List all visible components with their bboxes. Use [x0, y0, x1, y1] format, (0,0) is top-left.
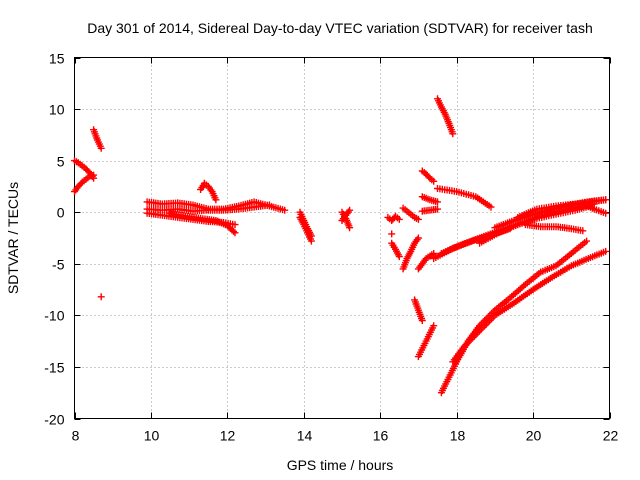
- chart-title: Day 301 of 2014, Sidereal Day-to-day VTE…: [87, 20, 593, 36]
- x-tick-label: 16: [373, 428, 389, 444]
- y-tick-label: 10: [49, 102, 65, 118]
- data-series-s23: [418, 193, 441, 206]
- data-point-marks: [434, 95, 457, 138]
- data-series-s16: [388, 239, 403, 261]
- x-tick-label: 12: [220, 428, 236, 444]
- data-series-s17: [399, 234, 422, 273]
- data-series-s33: [579, 200, 610, 217]
- y-tick-label: -15: [44, 360, 64, 376]
- data-point-marks: [90, 126, 105, 152]
- data-point-marks: [414, 322, 438, 361]
- points-layer: [71, 95, 610, 397]
- y-tick-label: 0: [57, 205, 65, 221]
- data-point-marks: [97, 293, 105, 301]
- data-series-s21: [414, 250, 438, 273]
- data-series-s13: [338, 206, 354, 224]
- data-point-marks: [579, 200, 610, 217]
- data-point-marks: [399, 204, 422, 223]
- data-series-s6: [143, 201, 273, 215]
- data-point-marks: [418, 193, 441, 206]
- data-series-s35: [449, 247, 610, 366]
- data-series-s24: [418, 205, 441, 215]
- data-point-marks: [399, 234, 422, 273]
- y-tick-label: -10: [44, 308, 64, 324]
- data-point-marks: [514, 196, 610, 221]
- tick-layer: 8 10 12 14 16 18 20 22 -20 -15 -10 -5 0 5 10 15: [44, 51, 618, 444]
- data-series-s18: [399, 204, 422, 223]
- data-series-s3: [90, 126, 105, 152]
- data-point-marks: [521, 221, 587, 235]
- x-tick-label: 10: [144, 428, 160, 444]
- data-point-marks: [414, 250, 438, 273]
- data-point-marks: [338, 206, 354, 224]
- data-series-s8: [166, 209, 239, 237]
- x-tick-label: 14: [297, 428, 313, 444]
- data-point-marks: [197, 179, 220, 204]
- data-point-marks: [411, 296, 426, 324]
- data-point-marks: [388, 230, 396, 238]
- data-series-s22: [418, 167, 438, 185]
- data-series-s26: [434, 185, 495, 211]
- data-series-s4: [97, 293, 105, 301]
- grid-layer: [74, 57, 610, 419]
- plot-frame: [74, 57, 610, 419]
- data-point-marks: [434, 185, 495, 211]
- y-tick-label: -20: [44, 412, 64, 428]
- x-tick-label: 18: [450, 428, 466, 444]
- data-series-s9: [197, 179, 220, 204]
- data-series-s11: [296, 208, 315, 240]
- data-point-marks: [388, 239, 403, 261]
- data-series-s34: [437, 237, 591, 397]
- y-tick-label: 5: [57, 154, 65, 170]
- data-point-marks: [384, 212, 403, 224]
- data-series-s25: [434, 95, 457, 138]
- x-tick-label: 8: [72, 428, 80, 444]
- data-series-s32: [521, 221, 587, 235]
- x-tick-label: 22: [603, 428, 619, 444]
- data-series-s14: [384, 212, 403, 224]
- data-point-marks: [449, 247, 610, 366]
- data-point-marks: [143, 201, 273, 215]
- y-tick-label: 15: [49, 51, 65, 67]
- data-series-s2: [71, 171, 98, 196]
- x-axis-label: GPS time / hours: [287, 457, 394, 473]
- data-point-marks: [418, 167, 438, 185]
- data-point-marks: [296, 208, 315, 240]
- data-point-marks: [437, 237, 591, 397]
- x-tick-label: 20: [526, 428, 542, 444]
- y-axis-label: SDTVAR / TECUs: [5, 182, 21, 294]
- data-series-s15: [388, 230, 396, 238]
- data-series-s19: [411, 296, 426, 324]
- data-point-marks: [71, 171, 98, 196]
- data-series-s20: [414, 322, 438, 361]
- data-point-marks: [166, 209, 239, 237]
- y-tick-label: -5: [52, 257, 65, 273]
- data-series-s31: [514, 196, 610, 221]
- data-point-marks: [418, 205, 441, 215]
